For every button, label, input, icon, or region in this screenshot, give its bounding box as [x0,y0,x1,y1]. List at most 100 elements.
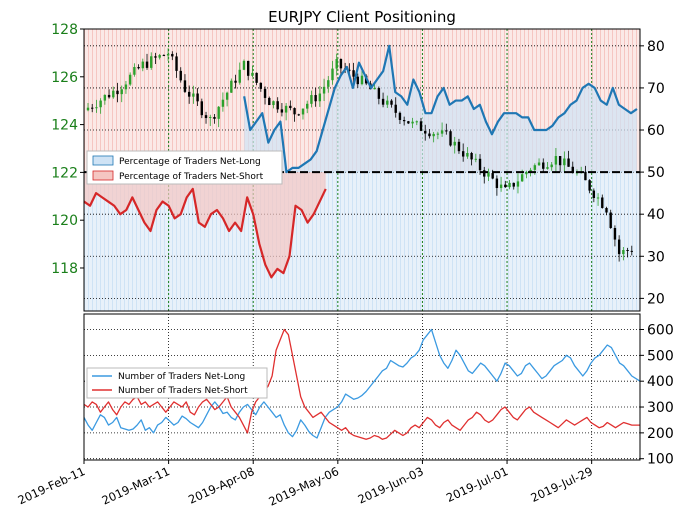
price-candle [246,60,250,81]
count-axis-tick-label: 200 [647,426,674,442]
price-candle [466,147,469,159]
price-candle [436,131,440,140]
price-candle [268,96,271,106]
count-axis-tick-label: 100 [647,452,674,468]
price-candle [238,62,241,85]
price-candle [457,138,461,154]
price-candle [162,54,166,57]
price-candle [584,165,587,181]
price-candle [411,117,414,129]
price-candle [419,118,423,132]
price-candle [91,103,94,113]
price-candle [453,136,456,154]
price-candle [516,173,520,194]
x-axis-tick-label: 2019-Feb-11 [16,464,88,507]
price-candle [133,63,136,77]
price-candle [255,72,258,86]
right-axis-tick-label: 80 [647,39,665,55]
price-candle [571,161,574,174]
price-candle [166,48,170,61]
price-candle [120,85,123,103]
price-candle [386,95,389,108]
price-candle [112,86,115,99]
price-candle [175,52,178,78]
price-candle [284,102,288,121]
price-candle [145,53,149,70]
price-candle [495,175,499,196]
price-candle [293,107,296,122]
price-candle [322,78,326,101]
x-axis-tick-label: 2019-Jun-03 [356,464,426,507]
price-candle [407,120,410,124]
price-candle [613,225,617,247]
price-candle [158,53,161,60]
price-candle [154,52,157,64]
price-candle [563,151,566,172]
price-candle [605,206,608,216]
price-candle [483,166,486,184]
price-candle [609,209,612,229]
top-panel-frame [83,28,641,312]
price-candle [314,87,317,107]
count-net-short-line [83,328,640,440]
price-candle [310,90,313,108]
price-candle [352,62,355,83]
price-candle [179,67,182,83]
price-candle [512,182,515,190]
left-axis-tick-label: 128 [51,22,78,38]
left-axis-tick-label: 126 [51,70,78,86]
price-candle [449,129,452,147]
price-candle [230,78,233,93]
price-candle [398,111,402,125]
price-candle [626,247,629,258]
left-axis-tick-label: 124 [51,118,78,134]
price-candle [99,98,102,114]
price-candle [306,100,309,114]
price-candle [259,82,263,92]
count-net-long-line [83,328,641,439]
price-candle [558,155,562,173]
price-candle [217,106,220,128]
price-candle [487,168,490,181]
legend-swatch-net-long-pct [92,155,114,166]
net-long-pct-fill [244,45,637,173]
price-candle [440,122,444,137]
price-candle [546,161,549,170]
price-candle [107,89,111,99]
price-candle [95,99,98,113]
price-candle [196,88,199,106]
legend-swatch-net-short-pct [92,170,114,181]
price-candle [128,72,132,86]
price-candle [381,92,385,108]
price-candle [141,58,144,72]
price-candle [234,74,237,89]
price-candle [137,64,140,70]
price-candle [150,52,153,70]
price-candle [470,151,473,166]
price-candle [630,245,633,256]
price-positioning-panel: 118 120 122 124 126 128 20 30 40 50 60 70 80 Percen… [51,22,665,312]
price-candle [242,59,246,71]
price-candle [550,162,553,171]
price-candle [474,153,478,163]
price-candle [525,170,528,179]
price-candle [461,143,465,162]
price-candle [331,60,334,85]
price-candle [124,80,128,94]
price-candle [204,111,208,124]
price-candle [554,147,558,172]
price-candle [537,158,541,166]
price-candle [318,85,322,107]
chart-title: EURJPY Client Positioning [268,8,456,26]
legend-label-net-long-pct: Percentage of Traders Net-Long [119,157,261,167]
count-axis-tick-label: 300 [647,400,674,416]
price-candle [187,85,191,104]
left-axis-tick-label: 122 [51,165,78,181]
right-axis-tick-label: 50 [647,165,665,181]
price-candle [297,113,300,117]
legend-label-count-long: Number of Traders Net-Long [118,372,245,382]
price-candle [445,123,448,135]
price-candle [424,124,427,141]
price-candle [504,180,507,188]
price-candle [221,92,225,112]
